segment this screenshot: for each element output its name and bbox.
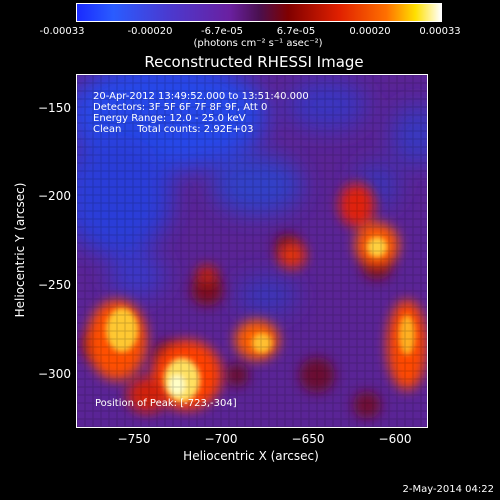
- info-energy-range: Energy Range: 12.0 - 25.0 keV: [93, 113, 246, 124]
- y-tick-4: −300: [38, 367, 71, 381]
- info-time-range: 20-Apr-2012 13:49:52.000 to 13:51:40.000: [93, 91, 309, 102]
- x-tick-4: −600: [378, 432, 412, 446]
- heliocentric-image: [77, 75, 427, 427]
- y-axis-label: Heliocentric Y (arcsec): [13, 182, 27, 318]
- x-tick-2: −700: [204, 432, 238, 446]
- x-tick-1: −750: [117, 432, 151, 446]
- colorbar-tick-1: -0.00033: [39, 26, 85, 37]
- peak-position: Position of Peak: [-723,-304]: [95, 398, 237, 409]
- colorbar-tick-5: 0.00020: [349, 26, 391, 37]
- colorbar-tick-2: -0.00020: [127, 26, 173, 37]
- y-tick-3: −250: [38, 278, 71, 292]
- info-clean-counts: Clean Total counts: 2.92E+03: [93, 124, 254, 135]
- image-panel: 20-Apr-2012 13:49:52.000 to 13:51:40.000…: [76, 74, 428, 428]
- observation-info: 20-Apr-2012 13:49:52.000 to 13:51:40.000…: [93, 91, 309, 135]
- colorbar-unit-label: (photons cm⁻² s⁻¹ asec⁻²): [193, 38, 323, 49]
- footer-timestamp: 2-May-2014 04:22: [402, 484, 494, 495]
- plot-title: Reconstructed RHESSI Image: [144, 53, 364, 71]
- colorbar-tick-3: -6.7e-05: [201, 26, 243, 37]
- colorbar: [76, 3, 442, 22]
- x-tick-3: −650: [291, 432, 325, 446]
- y-tick-2: −200: [38, 189, 71, 203]
- colorbar-tick-4: 6.7e-05: [276, 26, 316, 37]
- info-detectors: Detectors: 3F 5F 6F 7F 8F 9F, Att 0: [93, 102, 268, 113]
- x-axis-label: Heliocentric X (arcsec): [183, 449, 319, 463]
- colorbar-tick-6: 0.00033: [419, 26, 461, 37]
- y-tick-1: −150: [38, 101, 71, 115]
